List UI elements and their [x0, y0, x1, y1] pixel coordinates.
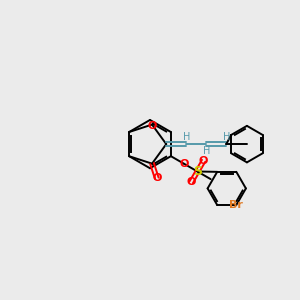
Text: O: O	[187, 177, 196, 187]
Text: O: O	[179, 159, 189, 169]
Text: H: H	[183, 132, 190, 142]
Text: O: O	[199, 156, 208, 166]
Text: H: H	[202, 146, 210, 157]
Text: Br: Br	[230, 200, 243, 210]
Text: O: O	[148, 121, 157, 131]
Text: H: H	[223, 132, 230, 142]
Text: S: S	[193, 165, 202, 178]
Text: O: O	[152, 173, 161, 183]
